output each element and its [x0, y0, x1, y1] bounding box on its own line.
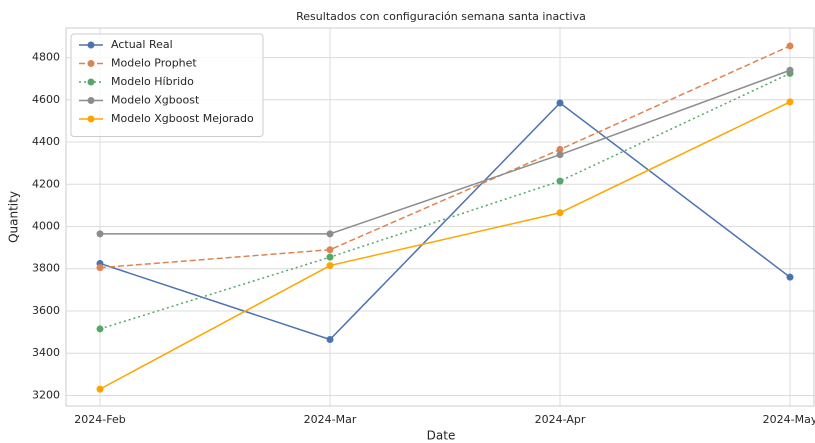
point — [556, 145, 564, 153]
legend-label: Modelo Prophet — [111, 57, 197, 70]
series-line — [100, 69, 791, 235]
legend-box — [70, 33, 264, 137]
legend-label: Actual Real — [111, 38, 173, 51]
legend-marker — [87, 41, 95, 49]
point — [96, 230, 104, 238]
point — [326, 230, 334, 238]
point — [326, 335, 334, 343]
point — [96, 264, 104, 272]
legend-marker — [87, 115, 95, 123]
point — [96, 385, 104, 393]
y-tick-label: 3200 — [32, 388, 60, 401]
legend-label: Modelo Híbrido — [111, 75, 194, 88]
y-tick-label: 3400 — [32, 346, 60, 359]
y-tick-label: 4600 — [32, 93, 60, 106]
legend-marker — [87, 97, 95, 104]
point — [556, 177, 564, 185]
y-tick-label: 3600 — [32, 304, 60, 317]
x-tick-label: 2024-Mar — [304, 413, 357, 426]
series-line — [99, 45, 791, 269]
legend-label: Modelo Xgboost — [111, 94, 200, 107]
point — [556, 99, 564, 107]
y-tick-label: 4200 — [32, 177, 60, 190]
chart-title: Resultados con configuración semana sant… — [296, 10, 586, 23]
x-tick-label: 2024-Apr — [535, 413, 586, 426]
y-tick-label: 3800 — [32, 262, 60, 275]
y-axis-label: Quantity — [7, 191, 21, 243]
x-tick-label: 2024-Feb — [74, 413, 125, 426]
point — [556, 209, 564, 217]
point — [326, 246, 334, 254]
series-line — [99, 72, 791, 330]
series-line — [99, 101, 791, 341]
y-tick-label: 4800 — [32, 51, 60, 64]
point — [786, 42, 794, 50]
x-tick-label: 2024-May — [763, 413, 815, 426]
x-axis-label: Date — [427, 429, 456, 443]
plot-frame — [65, 27, 815, 407]
series-line — [99, 101, 791, 390]
y-tick-label: 4000 — [32, 220, 60, 233]
y-tick-label: 4400 — [32, 135, 60, 148]
point — [326, 253, 334, 261]
point — [786, 273, 794, 281]
legend-marker — [87, 78, 95, 86]
legend-marker — [87, 60, 95, 67]
point — [786, 98, 794, 106]
point — [96, 325, 104, 333]
point — [556, 151, 564, 159]
point — [326, 262, 334, 270]
point — [786, 66, 794, 74]
legend-label: Modelo Xgboost Mejorado — [111, 112, 254, 125]
